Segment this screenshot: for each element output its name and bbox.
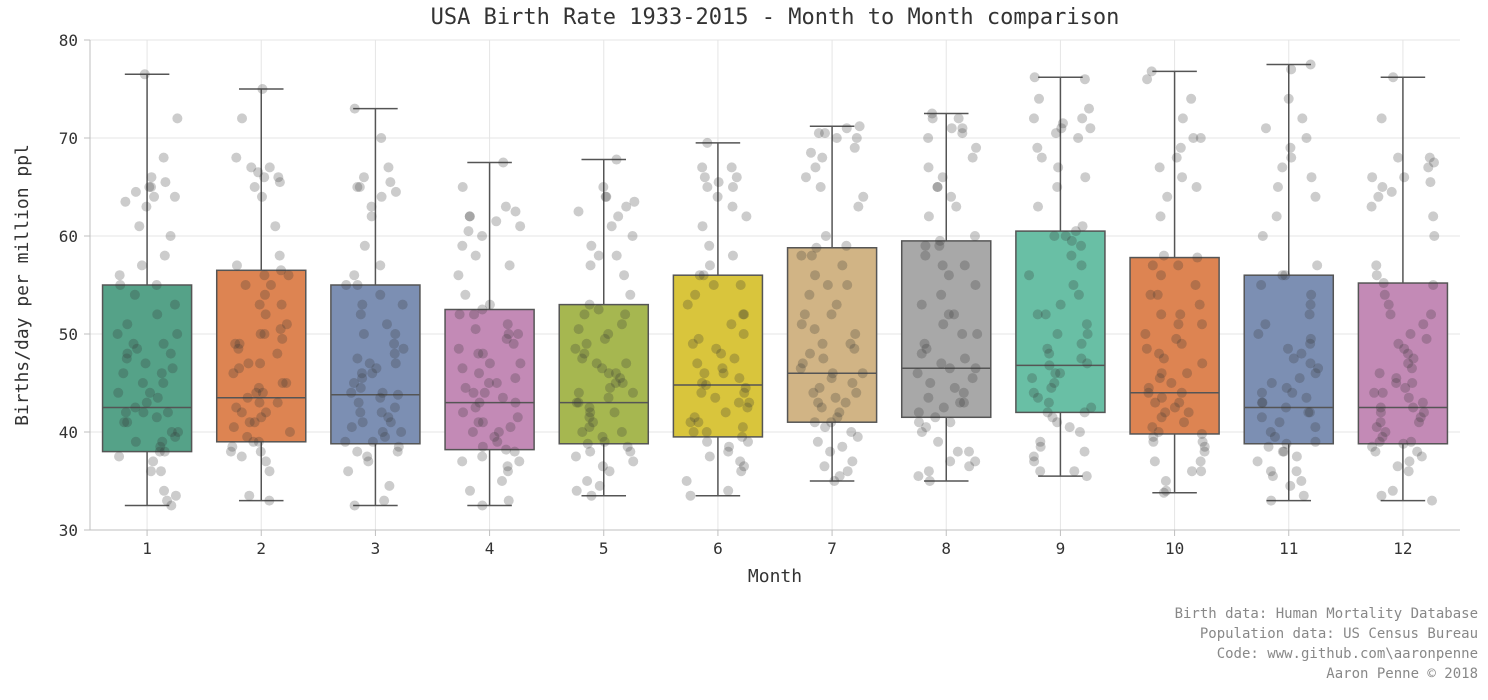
scatter-points bbox=[113, 60, 1440, 511]
x-tick-label: 9 bbox=[1056, 539, 1066, 558]
birth-rate-boxplot-chart: 304050607080123456789101112USA Birth Rat… bbox=[0, 0, 1488, 700]
boxplot-box bbox=[1130, 71, 1219, 492]
x-tick-label: 2 bbox=[256, 539, 266, 558]
x-tick-label: 6 bbox=[713, 539, 723, 558]
x-tick-label: 10 bbox=[1165, 539, 1184, 558]
credits-line: Code: www.github.com\aaronpenne bbox=[1217, 646, 1478, 662]
y-tick-label: 30 bbox=[59, 521, 78, 540]
x-tick-label: 5 bbox=[599, 539, 609, 558]
x-tick-label: 3 bbox=[371, 539, 381, 558]
x-tick-label: 4 bbox=[485, 539, 495, 558]
x-tick-label: 1 bbox=[142, 539, 152, 558]
credits-line: Population data: US Census Bureau bbox=[1200, 626, 1478, 642]
x-tick-label: 8 bbox=[941, 539, 951, 558]
y-tick-label: 70 bbox=[59, 129, 78, 148]
x-tick-label: 7 bbox=[827, 539, 837, 558]
credits-line: Aaron Penne © 2018 bbox=[1326, 666, 1478, 682]
x-axis-label: Month bbox=[748, 566, 802, 587]
boxplot-box bbox=[902, 114, 991, 482]
chart-title: USA Birth Rate 1933-2015 - Month to Mont… bbox=[431, 5, 1120, 30]
chart-svg: 304050607080123456789101112USA Birth Rat… bbox=[0, 0, 1488, 700]
y-tick-label: 60 bbox=[59, 227, 78, 246]
y-axis-label: Births/day per million ppl bbox=[12, 144, 33, 426]
y-tick-label: 50 bbox=[59, 325, 78, 344]
y-tick-label: 80 bbox=[59, 31, 78, 50]
y-tick-label: 40 bbox=[59, 423, 78, 442]
x-tick-label: 11 bbox=[1279, 539, 1298, 558]
x-tick-label: 12 bbox=[1393, 539, 1412, 558]
credits-line: Birth data: Human Mortality Database bbox=[1175, 606, 1478, 622]
